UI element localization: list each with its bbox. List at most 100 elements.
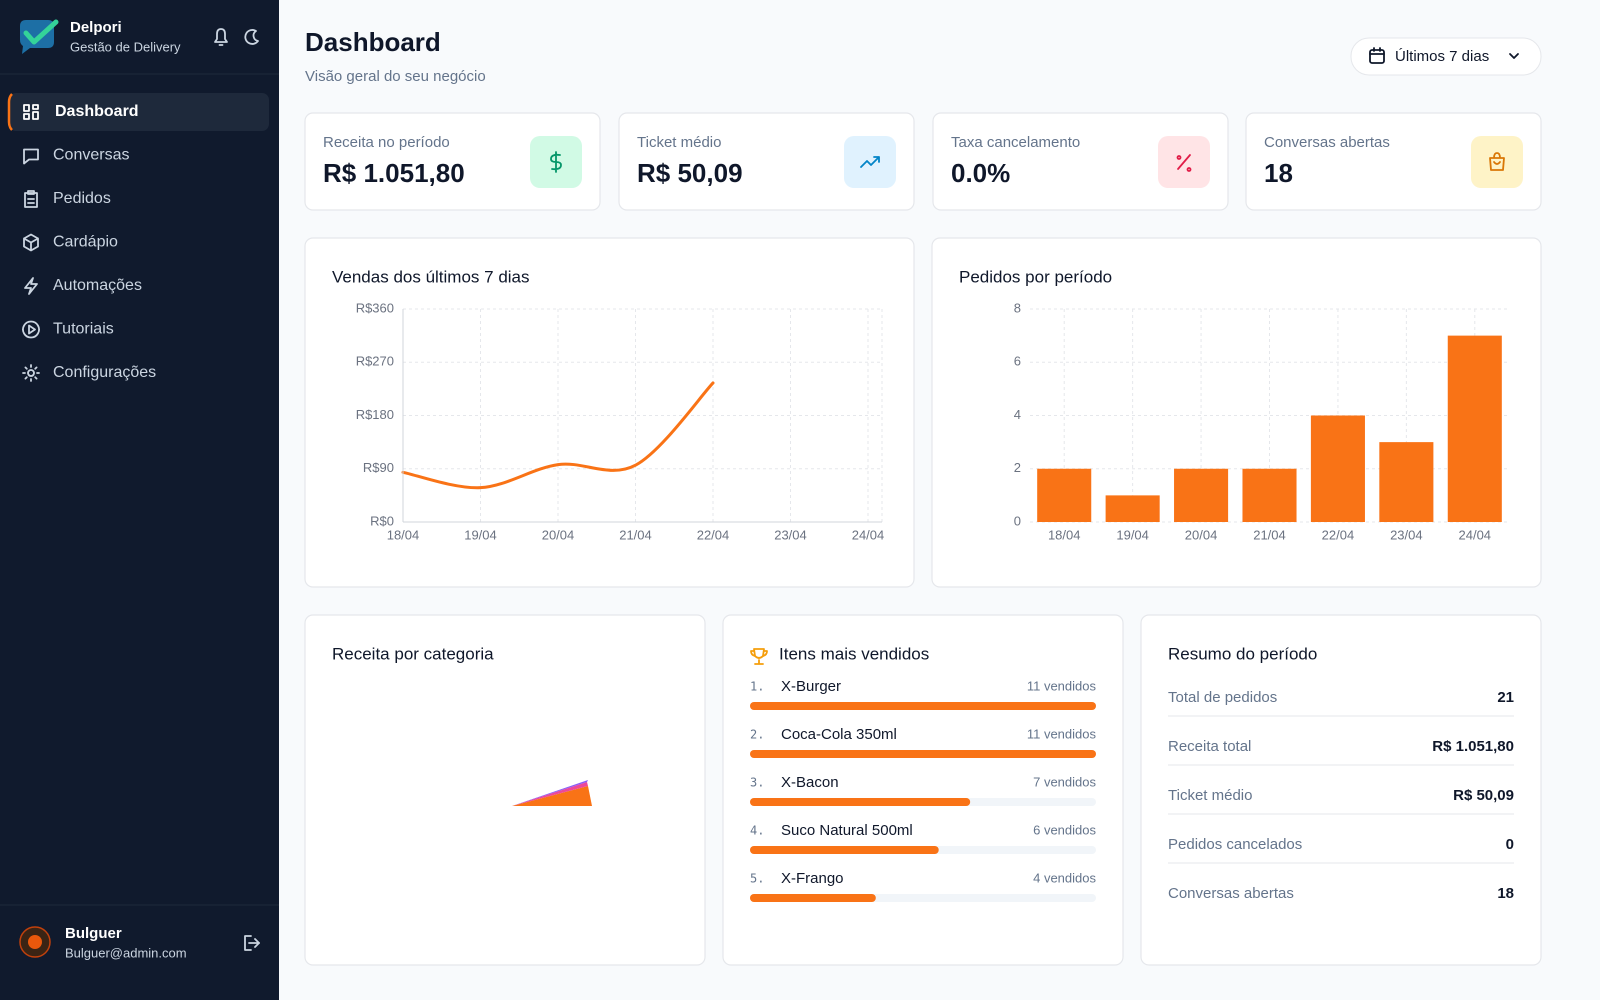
nav-item[interactable]: Tutoriais <box>22 320 114 339</box>
nav-icon <box>22 364 40 382</box>
nav-active-indicator <box>7 93 13 131</box>
y-tick-label: R$0 <box>370 513 394 528</box>
user-email: Bulguer@admin.com <box>65 945 187 960</box>
kpi-value: R$ 1.051,80 <box>323 158 465 188</box>
bar <box>1242 468 1297 522</box>
item-name: X-Burger <box>781 678 841 695</box>
sidebar <box>0 0 279 1000</box>
item-bar <box>750 894 876 902</box>
x-tick-label: 20/04 <box>542 527 575 542</box>
summary-card <box>1140 614 1542 966</box>
item-rank: 4. <box>750 824 764 838</box>
user-avatar-inner <box>28 935 42 949</box>
nav-icon <box>23 233 39 252</box>
item-rank: 5. <box>750 872 764 886</box>
brand-subtitle: Gestão de Delivery <box>70 39 181 54</box>
top-item: 1. X-Burger 11 vendidos <box>750 678 1096 710</box>
item-rank: 3. <box>750 776 764 790</box>
y-tick-label: R$360 <box>356 300 394 315</box>
page-title: Dashboard <box>305 27 441 57</box>
top-item: 2. Coca-Cola 350ml 11 vendidos <box>750 726 1096 758</box>
summary-label: Conversas abertas <box>1168 885 1294 902</box>
item-name: X-Frango <box>781 870 844 887</box>
nav-label: Pedidos <box>53 190 111 207</box>
date-filter-label: Últimos 7 dias <box>1395 48 1489 65</box>
summary-row: Conversas abertas 18 <box>1168 885 1514 902</box>
item-name: Coca-Cola 350ml <box>781 726 897 743</box>
item-bar <box>750 750 1096 758</box>
x-tick-label: 23/04 <box>774 527 807 542</box>
item-count-label: 7 vendidos <box>1033 774 1096 789</box>
summary-value: R$ 50,09 <box>1453 787 1514 804</box>
notifications-button[interactable] <box>214 28 228 46</box>
kpi-value: 18 <box>1264 158 1293 188</box>
nav-item[interactable]: Conversas <box>23 147 129 165</box>
y-tick-label: 6 <box>1014 354 1021 369</box>
x-tick-label: 18/04 <box>387 527 420 542</box>
nav-icon <box>24 190 38 208</box>
top-item: 5. X-Frango 4 vendidos <box>750 870 1096 902</box>
kpi-label: Taxa cancelamento <box>951 134 1080 151</box>
kpi-icon <box>1489 152 1505 171</box>
nav-item[interactable]: Configurações <box>22 364 156 382</box>
kpi-card: Conversas abertas 18 <box>1245 112 1542 211</box>
bar <box>1447 335 1502 522</box>
kpi-card: Ticket médio R$ 50,09 <box>618 112 915 211</box>
bar <box>1105 495 1160 522</box>
nav-active-bg <box>9 93 269 131</box>
x-tick-label: 21/04 <box>1253 527 1286 542</box>
y-tick-label: 2 <box>1014 460 1021 475</box>
item-rank: 1. <box>750 680 764 694</box>
nav-item[interactable]: Cardápio <box>23 233 118 252</box>
line-series <box>401 381 715 490</box>
nav-item[interactable]: Pedidos <box>24 190 111 208</box>
trophy-icon <box>750 648 768 665</box>
summary-label: Pedidos cancelados <box>1168 836 1302 853</box>
x-tick-label: 22/04 <box>697 527 730 542</box>
kpi-icon <box>860 156 880 168</box>
item-count-label: 6 vendidos <box>1033 822 1096 837</box>
item-count-label: 4 vendidos <box>1033 870 1096 885</box>
summary-rows: Total de pedidos 21 Receita total R$ 1.051,… <box>1168 689 1514 902</box>
item-count-label: 11 vendidos <box>1027 726 1097 741</box>
nav-icon <box>24 277 38 295</box>
item-bar <box>750 846 939 854</box>
item-name: X-Bacon <box>781 774 839 791</box>
category-pie-fragment <box>512 780 592 806</box>
bar <box>1174 468 1229 522</box>
x-tick-label: 22/04 <box>1322 527 1355 542</box>
x-tick-label: 24/04 <box>1459 527 1492 542</box>
date-filter[interactable]: Últimos 7 dias <box>1350 37 1542 76</box>
kpi-icon-bg <box>844 136 896 188</box>
top-item: 3. X-Bacon 7 vendidos <box>750 774 1096 806</box>
nav-label: Cardápio <box>53 234 118 251</box>
summary-value: 21 <box>1497 689 1514 706</box>
kpi-card-bg <box>1245 112 1542 211</box>
kpi-value: 0.0% <box>951 158 1010 188</box>
summary-label: Receita total <box>1168 738 1251 755</box>
brand-name: Delpori <box>70 19 122 36</box>
card-title: Receita por categoria <box>332 644 494 663</box>
item-rank: 2. <box>750 728 764 742</box>
nav-item[interactable]: Dashboard <box>23 103 139 120</box>
x-tick-label: 21/04 <box>619 527 652 542</box>
kpi-value: R$ 50,09 <box>637 158 743 188</box>
nav-label: Tutoriais <box>53 321 114 338</box>
kpi-card: Receita no período R$ 1.051,80 <box>304 112 601 211</box>
nav-icon <box>23 104 39 120</box>
kpi-card-bg <box>304 112 601 211</box>
summary-label: Total de pedidos <box>1168 689 1277 706</box>
summary-value: 18 <box>1497 885 1514 902</box>
summary-value: R$ 1.051,80 <box>1432 738 1514 755</box>
kpi-card: Taxa cancelamento 0.0% <box>932 112 1229 211</box>
item-bar <box>750 702 1096 710</box>
nav-item[interactable]: Automações <box>24 277 142 295</box>
logout-button[interactable] <box>244 935 260 951</box>
summary-row: Receita total R$ 1.051,80 <box>1168 738 1514 766</box>
theme-toggle[interactable] <box>244 29 259 45</box>
nav-label: Conversas <box>53 147 129 164</box>
y-tick-label: R$270 <box>356 354 394 369</box>
x-tick-label: 18/04 <box>1048 527 1081 542</box>
y-tick-label: 8 <box>1014 300 1021 315</box>
